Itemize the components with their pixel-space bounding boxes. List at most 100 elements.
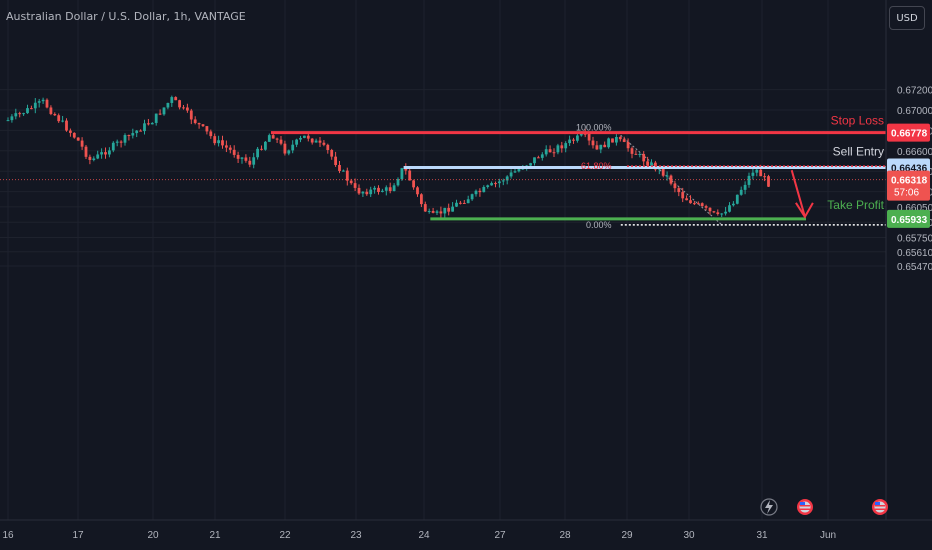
candle-body [392, 185, 396, 192]
event-markers[interactable] [760, 498, 888, 516]
candle-body [470, 194, 474, 200]
candle-body [119, 141, 123, 143]
candle-body [700, 203, 704, 207]
candle-body [30, 108, 33, 110]
time-tick-label: 28 [559, 530, 571, 541]
candle-body [334, 156, 337, 166]
candle-body [189, 110, 193, 120]
candle-body [572, 139, 575, 141]
candle-body [763, 176, 766, 178]
candle-body [232, 149, 236, 155]
candle-body [388, 187, 392, 192]
candle-body [61, 120, 64, 122]
candle-body [462, 202, 466, 204]
trade-annotations: Stop Loss Sell Entry Take Profit [790, 114, 885, 219]
currency-button[interactable]: USD [889, 6, 925, 30]
svg-text:57:06: 57:06 [894, 188, 919, 199]
candle-body [739, 189, 743, 195]
candle-body [513, 171, 517, 173]
candle-body [115, 141, 119, 143]
candle-body [724, 211, 727, 214]
candle-body [708, 207, 712, 212]
candle-body [622, 139, 626, 142]
candle-body [533, 157, 536, 164]
candle-body [345, 170, 349, 181]
candle-body [57, 115, 61, 122]
time-tick-label: 31 [756, 530, 768, 541]
fibonacci-labels: 100.00% 61.80% 0.00% [576, 123, 612, 230]
fib-0-label: 0.00% [586, 220, 612, 230]
candle-body [427, 211, 431, 213]
candle-body [478, 190, 482, 193]
us-flag-event-icon[interactable] [797, 499, 813, 515]
candle-body [338, 165, 341, 172]
time-tick-label: 21 [209, 530, 221, 541]
candle-body [100, 152, 103, 155]
candle-body [396, 179, 400, 186]
candle-body [556, 145, 560, 153]
candle-body [295, 139, 298, 145]
stop-loss-price-badge: 0.66778 [887, 123, 930, 142]
time-tick-label: 23 [350, 530, 362, 541]
time-tick-label: 20 [147, 530, 159, 541]
candle-body [435, 211, 439, 213]
candle-body [365, 191, 369, 195]
time-axis[interactable]: 16 17 20 21 22 23 24 27 28 29 30 31 Jun [0, 519, 932, 541]
trade-levels[interactable] [0, 131, 886, 226]
candle-body [747, 175, 751, 185]
candle-body [466, 199, 470, 204]
projection-arrow-icon[interactable] [790, 169, 814, 219]
candle-body [197, 123, 201, 125]
candle-body [583, 133, 587, 135]
candle-body [213, 136, 217, 144]
candlestick-series [6, 95, 770, 218]
candle-body [638, 154, 642, 156]
time-tick-label: 30 [683, 530, 695, 541]
candle-body [357, 187, 361, 194]
candle-body [182, 107, 185, 109]
candle-body [14, 113, 18, 117]
candle-body [45, 99, 49, 108]
svg-text:0.66778: 0.66778 [891, 129, 928, 140]
candle-body [322, 142, 326, 145]
candle-body [498, 181, 501, 184]
candle-body [49, 107, 53, 114]
candle-body [147, 123, 150, 125]
candle-body [732, 203, 735, 206]
candle-body [279, 139, 283, 144]
candle-body [326, 144, 330, 151]
candle-body [170, 97, 174, 103]
candle-body [84, 146, 88, 157]
fib-618-label: 61.80% [581, 161, 612, 171]
candle-body [303, 135, 306, 138]
lightning-icon[interactable] [760, 498, 778, 516]
candle-body [143, 123, 146, 132]
price-badges: 0.66778 0.66436 0.66318 57:06 0.65933 [887, 123, 930, 228]
candle-body [150, 122, 154, 125]
candle-body [537, 157, 540, 159]
candle-body [53, 113, 57, 116]
candle-body [459, 202, 462, 204]
candle-body [548, 149, 552, 153]
candle-body [88, 156, 92, 160]
candle-body [420, 194, 423, 205]
us-flag-event-icon-2[interactable] [872, 499, 888, 515]
candle-body [509, 172, 513, 177]
candle-body [431, 211, 435, 213]
candle-body [330, 150, 334, 157]
candle-body [455, 202, 458, 207]
candle-body [22, 113, 25, 115]
candle-body [244, 157, 248, 161]
candle-body [236, 154, 240, 159]
candle-body [205, 126, 209, 132]
candle-body [267, 135, 271, 142]
time-tick-label: Jun [820, 530, 836, 541]
time-tick-label: 16 [2, 530, 14, 541]
candle-body [342, 170, 345, 172]
candle-body [139, 130, 142, 132]
candle-body [693, 203, 696, 205]
candle-body [412, 180, 415, 188]
price-tick-label: 0.67000 [897, 106, 932, 117]
candle-body [673, 183, 677, 189]
